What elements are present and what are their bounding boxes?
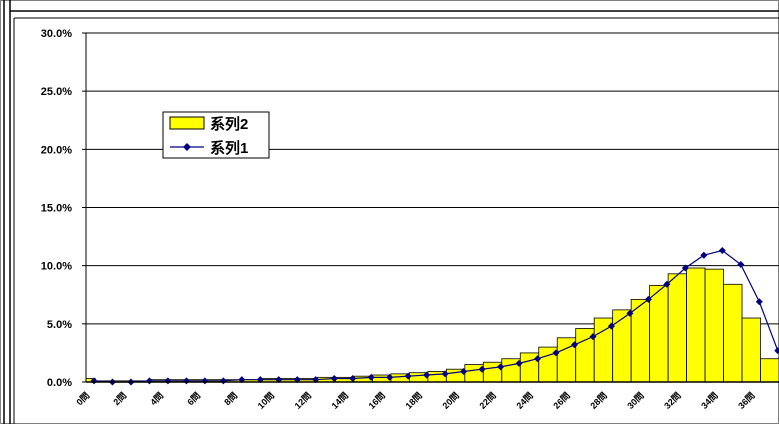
bar	[705, 269, 723, 382]
y-tick-label: 25.0%	[41, 86, 72, 98]
legend-label-series1: 系列1	[210, 139, 248, 157]
y-tick-label: 0.0%	[47, 377, 72, 389]
legend-bar-swatch	[170, 117, 204, 129]
y-tick-label: 15.0%	[41, 203, 72, 215]
bar	[668, 274, 686, 382]
bar	[687, 268, 705, 382]
y-tick-label: 10.0%	[41, 261, 72, 273]
bar	[724, 284, 742, 382]
bar	[761, 359, 779, 382]
bar	[650, 285, 668, 382]
legend: 系列2 系列1	[163, 112, 269, 158]
bar	[613, 310, 631, 382]
y-tick-label: 30.0%	[41, 28, 72, 40]
bar	[631, 299, 649, 382]
y-tick-label: 5.0%	[47, 319, 72, 331]
bar	[742, 318, 760, 382]
y-tick-label: 20.0%	[41, 144, 72, 156]
bar	[465, 365, 483, 382]
legend-label-series2: 系列2	[210, 115, 248, 133]
